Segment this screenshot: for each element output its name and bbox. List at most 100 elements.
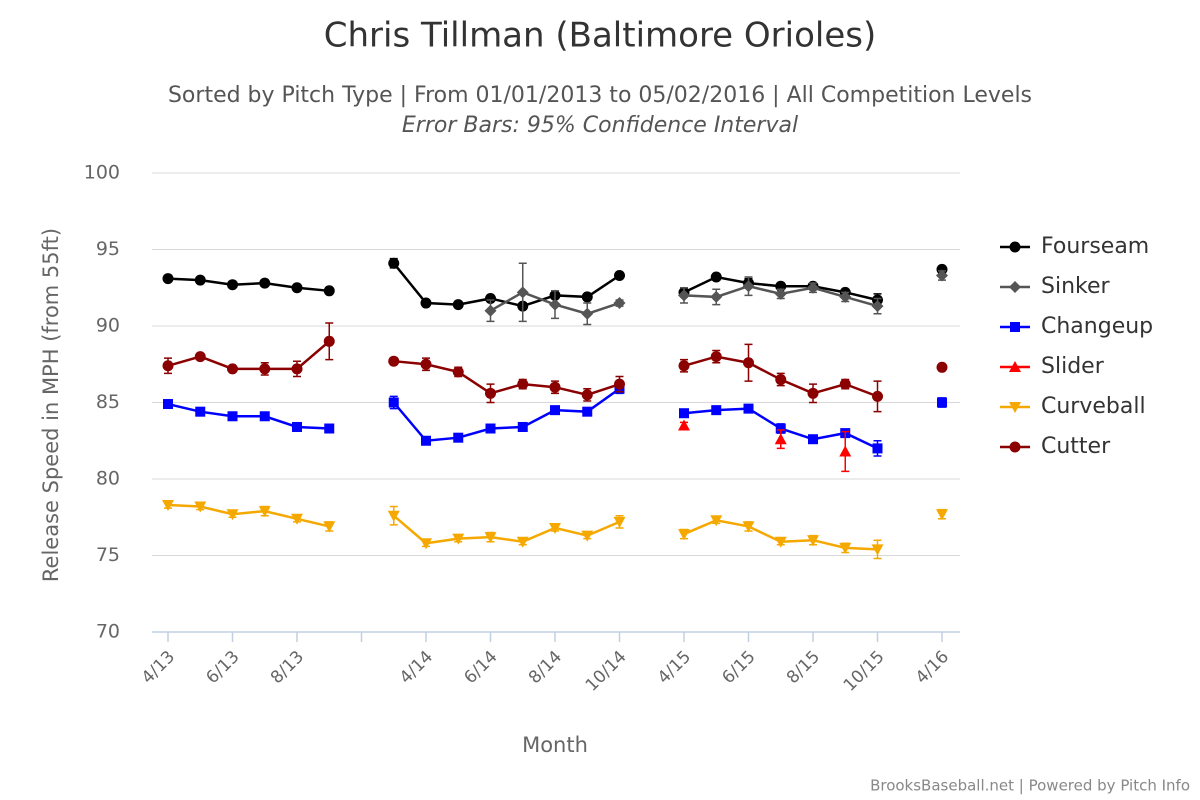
point bbox=[420, 297, 432, 309]
y-tick-label: 80 bbox=[96, 468, 120, 490]
point bbox=[839, 542, 852, 554]
point bbox=[743, 403, 754, 414]
point bbox=[807, 387, 819, 399]
x-tick-label: 4/13 bbox=[138, 647, 179, 688]
point bbox=[227, 279, 238, 291]
point bbox=[775, 374, 787, 386]
point bbox=[452, 299, 464, 311]
legend-marker bbox=[1010, 322, 1020, 332]
point bbox=[710, 290, 723, 303]
point bbox=[420, 358, 432, 370]
point bbox=[227, 411, 238, 422]
y-tick-label: 70 bbox=[96, 621, 120, 643]
legend-marker bbox=[1009, 281, 1021, 293]
point bbox=[163, 399, 173, 410]
y-tick-label: 90 bbox=[96, 315, 120, 337]
point bbox=[259, 363, 271, 375]
point bbox=[871, 544, 884, 556]
point bbox=[388, 257, 400, 269]
point bbox=[614, 378, 625, 390]
point bbox=[324, 423, 335, 434]
legend-label: Slider bbox=[1041, 354, 1105, 379]
point bbox=[678, 289, 690, 302]
legend-marker bbox=[1009, 441, 1021, 453]
point bbox=[517, 378, 529, 390]
point bbox=[484, 304, 497, 317]
point bbox=[936, 509, 948, 521]
point bbox=[162, 360, 174, 372]
point bbox=[936, 269, 948, 282]
x-tick-label: 8/14 bbox=[525, 647, 566, 688]
point bbox=[420, 538, 432, 550]
point bbox=[194, 351, 206, 363]
point bbox=[549, 381, 561, 393]
credit: BrooksBaseball.net | Powered by Pitch In… bbox=[870, 777, 1190, 795]
point bbox=[710, 271, 722, 283]
point bbox=[291, 363, 303, 375]
x-tick-label: 6/13 bbox=[202, 647, 243, 688]
point bbox=[517, 421, 528, 432]
x-tick-label: 10/14 bbox=[582, 647, 631, 696]
point bbox=[484, 532, 497, 544]
point bbox=[936, 263, 948, 275]
point bbox=[550, 405, 560, 416]
point bbox=[259, 411, 270, 422]
point bbox=[421, 435, 431, 446]
point bbox=[710, 515, 723, 527]
point bbox=[581, 389, 593, 401]
point bbox=[936, 361, 948, 373]
point bbox=[807, 281, 819, 294]
subtitle: Sorted by Pitch Type | From 01/01/2013 t… bbox=[168, 83, 1032, 108]
x-tick-label: 8/13 bbox=[267, 647, 308, 688]
point bbox=[613, 297, 626, 310]
point bbox=[194, 274, 206, 286]
point bbox=[678, 419, 690, 431]
legend-label: Fourseam bbox=[1041, 234, 1149, 259]
point bbox=[581, 530, 594, 542]
point bbox=[614, 270, 625, 282]
x-tick-label: 8/15 bbox=[783, 647, 824, 688]
point bbox=[742, 521, 755, 533]
point bbox=[774, 433, 787, 445]
point bbox=[194, 501, 207, 513]
point bbox=[937, 397, 947, 408]
y-tick-label: 95 bbox=[96, 238, 120, 260]
point bbox=[485, 387, 496, 399]
point bbox=[871, 300, 884, 313]
point bbox=[291, 282, 303, 294]
x-tick-label: 4/15 bbox=[654, 647, 695, 688]
point bbox=[453, 432, 464, 443]
x-tick-label: 6/14 bbox=[460, 647, 501, 688]
point bbox=[516, 286, 529, 299]
point bbox=[839, 378, 851, 390]
point bbox=[226, 509, 239, 521]
legend-label: Changeup bbox=[1041, 314, 1153, 339]
point bbox=[710, 351, 722, 363]
legend-marker bbox=[1009, 241, 1021, 253]
point bbox=[613, 516, 626, 528]
point bbox=[679, 408, 689, 419]
point bbox=[452, 366, 464, 378]
point bbox=[259, 277, 271, 289]
point bbox=[452, 533, 465, 545]
chart-title: Chris Tillman (Baltimore Orioles) bbox=[324, 16, 876, 56]
point bbox=[839, 290, 852, 303]
point bbox=[774, 287, 787, 300]
point bbox=[839, 445, 852, 457]
point bbox=[711, 405, 722, 416]
point bbox=[742, 280, 755, 293]
point bbox=[743, 357, 754, 369]
legend-label: Cutter bbox=[1041, 434, 1111, 459]
legend-marker bbox=[1009, 361, 1021, 372]
subtitle-2: Error Bars: 95% Confidence Interval bbox=[402, 113, 798, 138]
point bbox=[323, 285, 335, 297]
x-tick-label: 10/15 bbox=[840, 647, 889, 696]
point bbox=[323, 335, 335, 347]
point bbox=[485, 423, 496, 434]
point bbox=[516, 536, 529, 548]
point bbox=[872, 390, 883, 402]
point bbox=[581, 291, 593, 303]
legend-label: Sinker bbox=[1041, 274, 1111, 299]
y-tick-label: 75 bbox=[96, 544, 120, 566]
point bbox=[195, 406, 206, 417]
